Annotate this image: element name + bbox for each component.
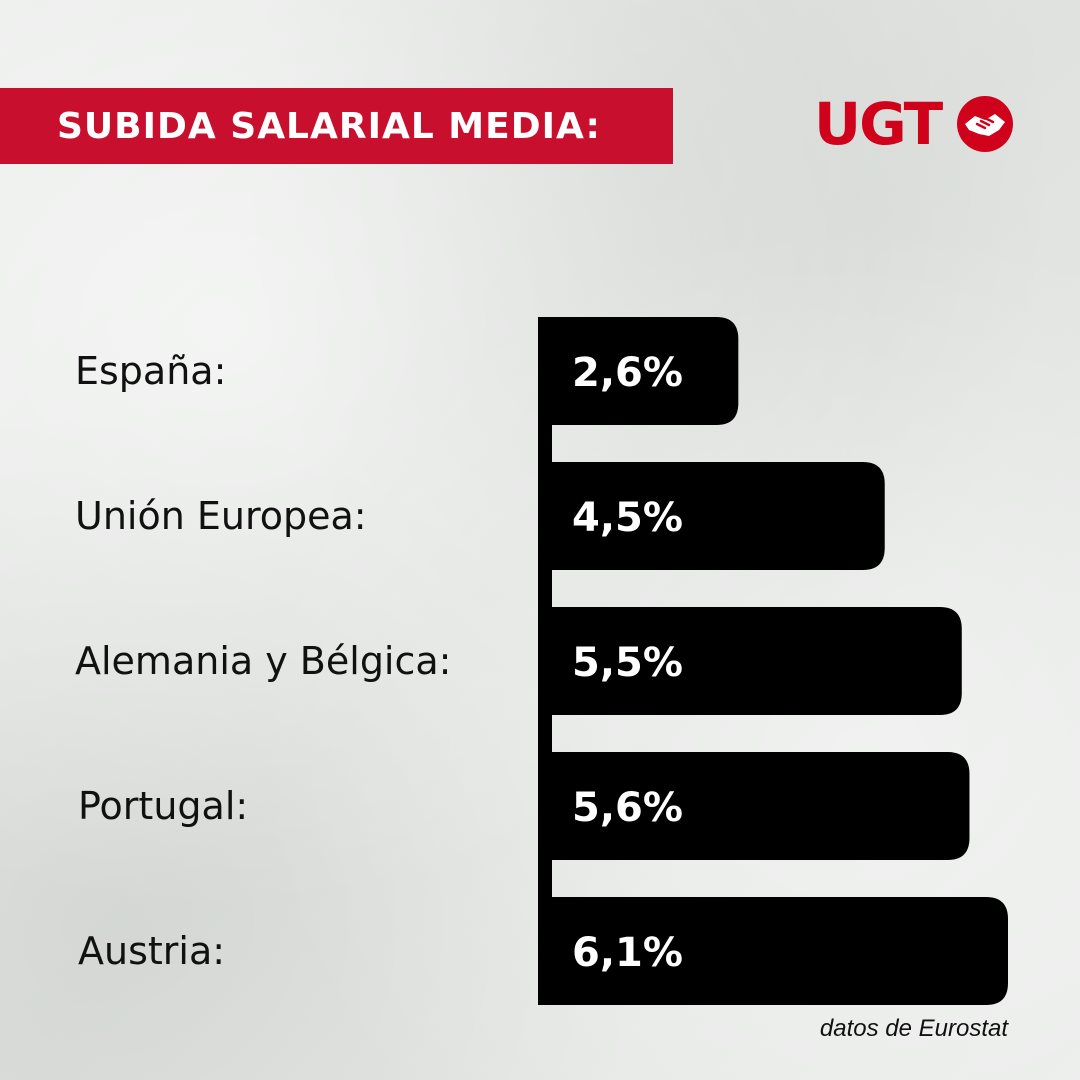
page-title: SUBIDA SALARIAL MEDIA: [57,105,601,147]
bar [538,897,1008,1005]
bar-value-label: 6,1% [572,930,683,976]
logo-text: UGT [814,90,943,158]
ugt-logo: UGT [814,92,1015,156]
bar [538,317,739,425]
source-note: datos de Eurostat [819,1015,1008,1042]
bar-value-label: 2,6% [572,350,683,396]
bar-value-label: 5,6% [572,785,683,831]
bar [538,462,885,570]
bar-value-label: 4,5% [572,495,683,541]
handshake-icon [957,96,1014,152]
category-label: España: [75,349,226,393]
bar-value-label: 5,5% [572,640,683,686]
category-label: Austria: [78,929,225,973]
category-label: Alemania y Bélgica: [75,639,451,683]
category-label: Unión Europea: [75,494,367,538]
bar [538,607,962,715]
category-label: Portugal: [78,784,248,828]
bar [538,752,970,860]
title-banner: SUBIDA SALARIAL MEDIA: [0,88,673,164]
